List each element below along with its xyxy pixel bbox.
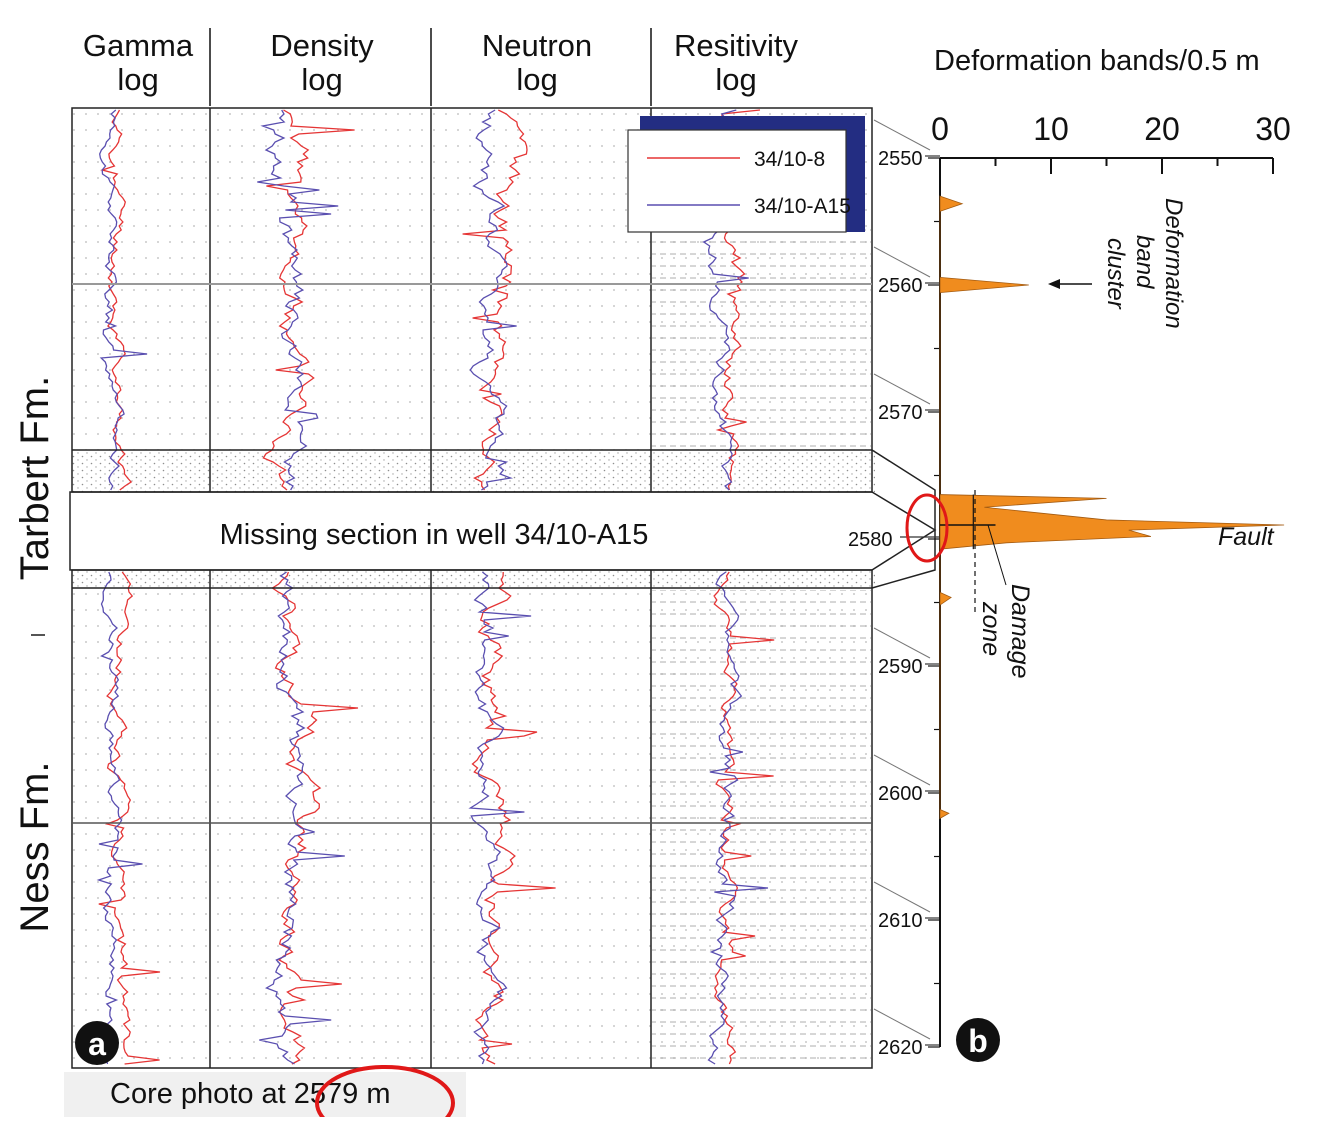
- depth-leader-line: [873, 627, 931, 659]
- log-curves: [96, 109, 775, 1065]
- fault-highlight-circle: [905, 493, 949, 563]
- log-curve: [96, 571, 143, 1065]
- sand-band-lower: [70, 570, 875, 588]
- chart-x-tick-label: 20: [1144, 111, 1180, 147]
- panel-b-badge: b: [956, 1018, 1000, 1062]
- deformation-band-area: [939, 591, 952, 606]
- tarbert-formation-label: Tarbert Fm.: [13, 376, 57, 580]
- log-curve: [707, 571, 769, 1065]
- depth-label: 2570: [878, 402, 923, 424]
- deformation-band-area: [939, 276, 1029, 294]
- panel-a-label: a: [88, 1026, 106, 1062]
- log-curve: [462, 109, 528, 491]
- legend-label-34-10-8: 34/10-8: [754, 148, 825, 171]
- sand-band-upper: [70, 450, 875, 492]
- legend-label-34-10-a15: 34/10-A15: [754, 195, 851, 218]
- depth-label: 2590: [878, 656, 923, 678]
- log-curve: [262, 109, 355, 491]
- chart-x-tick-label: 10: [1033, 111, 1069, 147]
- deformation-band-area: [939, 195, 964, 212]
- deformation-band-cluster-annotation: Deformation band cluster: [1048, 198, 1187, 329]
- depth-leader-line: [873, 1008, 931, 1040]
- log-curve: [259, 571, 345, 1065]
- gamma-header-line2: log: [117, 62, 158, 97]
- damage-annotation-line1: Damage: [1006, 584, 1034, 679]
- fault-annotation: Fault: [1218, 523, 1275, 551]
- caption-background: [64, 1072, 466, 1117]
- damage-annotation-line2: zone: [977, 601, 1005, 656]
- core-photo-caption: Core photo at 2579 m: [110, 1078, 391, 1110]
- depth-label: 2560: [878, 275, 923, 297]
- resistivity-header-line1: Resitivity: [674, 28, 799, 63]
- cluster-annotation-line3: cluster: [1102, 238, 1129, 310]
- density-header-line2: log: [301, 62, 342, 97]
- depth-leader-line: [873, 881, 931, 913]
- depth-leader-line: [873, 119, 931, 151]
- core-depth-highlight-circle: [315, 1065, 455, 1122]
- deformation-band-area: [939, 808, 950, 820]
- depth-leader-line: [873, 754, 931, 786]
- depth-label: 2610: [878, 910, 923, 932]
- log-curve: [271, 571, 359, 1065]
- depth-label: 2600: [878, 783, 923, 805]
- header-dividers: [209, 28, 652, 106]
- log-headers: Gamma log Density log Neutron log Resiti…: [83, 28, 799, 97]
- neutron-header-line1: Neutron: [482, 28, 592, 63]
- deformation-chart-title: Deformation bands/0.5 m: [934, 45, 1260, 77]
- missing-section-label: Missing section in well 34/10-A15: [220, 519, 649, 551]
- log-curve: [99, 109, 148, 491]
- chart-x-tick-label: 0: [931, 111, 949, 147]
- gamma-header-line1: Gamma: [83, 28, 194, 63]
- legend: 34/10-8 34/10-A15: [627, 116, 865, 233]
- depth-axis: 2550 2560 2570 2580 2590 2600 2610 2620: [848, 119, 940, 1059]
- depth-label: 2550: [878, 148, 923, 170]
- ness-formation-label: Ness Fm.: [13, 761, 57, 932]
- log-curve: [468, 571, 532, 1065]
- cluster-annotation-line2: band: [1131, 235, 1158, 289]
- resistivity-header-line2: log: [715, 62, 756, 97]
- depth-label: 2620: [878, 1037, 923, 1059]
- panel-a-badge: a: [75, 1021, 119, 1065]
- depth-leader-line: [873, 373, 931, 405]
- depth-leader-line: [873, 246, 931, 278]
- damage-zone-annotation: Damage zone: [974, 490, 1034, 679]
- cluster-annotation-line1: Deformation: [1160, 198, 1187, 329]
- log-curve: [469, 109, 517, 491]
- log-curve: [471, 571, 556, 1065]
- log-panel-frames: [71, 107, 936, 1069]
- panel-b-label: b: [968, 1023, 988, 1059]
- chart-x-tick-label: 30: [1255, 111, 1291, 147]
- neutron-header-line2: log: [516, 62, 557, 97]
- deformation-chart: 0 10 20 30: [928, 111, 1291, 1048]
- density-header-line1: Density: [270, 28, 374, 63]
- depth-label: 2580: [848, 529, 893, 551]
- log-curve: [257, 109, 339, 491]
